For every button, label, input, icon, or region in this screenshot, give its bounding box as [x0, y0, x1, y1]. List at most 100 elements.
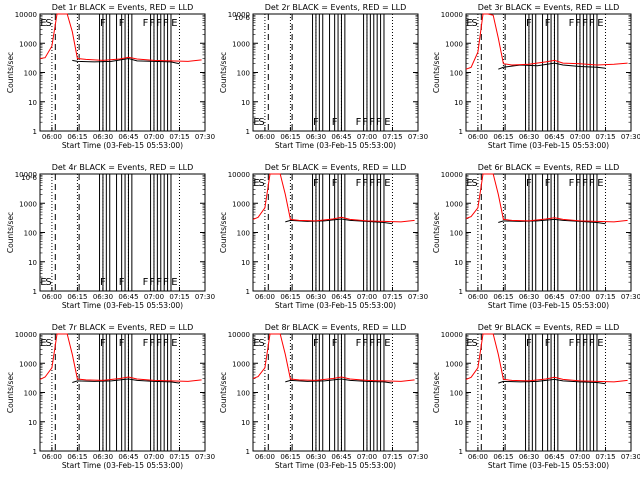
y-tick-label: 100: [450, 390, 463, 398]
x-tick-label: 06:45: [118, 453, 138, 461]
x-tick-label: 06:15: [280, 453, 300, 461]
x-tick-label: 06:15: [493, 293, 513, 301]
marker-label: F: [100, 338, 106, 349]
marker-label: F: [526, 338, 532, 349]
x-tick-label: 06:15: [493, 453, 513, 461]
y-tick-label: 1000: [445, 360, 463, 368]
x-tick-label: 07:15: [169, 293, 189, 301]
plot-frame: [465, 333, 632, 452]
panel-title: Det 2r BLACK = Events, RED = LLD: [265, 3, 407, 12]
y-axis-label: Counts/sec: [219, 52, 228, 93]
x-axis-label: Start Time (03-Feb-15 05:53:00): [488, 301, 609, 310]
marker-label: F: [582, 338, 588, 349]
y-tick-label: 100: [24, 390, 37, 398]
y-tick-label: 10: [28, 99, 37, 107]
y-axis-label: Counts/sec: [219, 212, 228, 253]
y-tick-label: 10: [454, 99, 463, 107]
marker-label: F: [313, 338, 319, 349]
x-tick-label: 06:30: [306, 453, 326, 461]
marker-label: F: [143, 18, 149, 29]
x-tick-label: 07:00: [144, 293, 164, 301]
x-tick-label: 07:30: [408, 133, 428, 141]
marker-label: E: [40, 18, 46, 29]
x-tick-label: 06:45: [544, 453, 564, 461]
marker-label: E: [466, 338, 472, 349]
marker-label: F: [143, 338, 149, 349]
plot-frame: [465, 13, 632, 132]
marker-label: F: [545, 18, 551, 29]
marker-label: F: [356, 117, 362, 128]
series-lld-line: [252, 333, 415, 382]
x-tick-label: 06:00: [255, 133, 275, 141]
plot-frame: [252, 173, 419, 292]
marker-label: F: [575, 338, 581, 349]
y-tick-label: 10000: [228, 331, 250, 339]
x-axis-label: Start Time (03-Feb-15 05:53:00): [62, 141, 183, 150]
x-tick-label: 06:15: [493, 133, 513, 141]
panel-det8: Det 8r BLACK = Events, RED = LLD 1 10 100 10…: [219, 323, 428, 470]
x-tick-label: 06:30: [519, 293, 539, 301]
marker-label: F: [163, 18, 169, 29]
x-tick-label: 07:15: [169, 133, 189, 141]
marker-label: F: [526, 178, 532, 189]
series-events-line: [498, 218, 606, 225]
y-axis-label: Counts/sec: [219, 372, 228, 413]
x-tick-label: 07:15: [382, 293, 402, 301]
y-tick-label: 10000: [15, 11, 37, 19]
marker-label: E: [253, 338, 259, 349]
x-tick-label: 07:00: [570, 293, 590, 301]
x-tick-label: 06:15: [280, 133, 300, 141]
x-axis-label: Start Time (03-Feb-15 05:53:00): [488, 461, 609, 470]
y-tick-label: 10: [454, 259, 463, 267]
x-tick-label: 07:30: [408, 293, 428, 301]
y-tick-label: 10000: [15, 331, 37, 339]
marker-label: E: [253, 178, 259, 189]
marker-label: F: [119, 18, 125, 29]
marker-label: S: [258, 338, 264, 349]
marker-label: E: [466, 18, 472, 29]
y-tick-label: 100: [24, 70, 37, 78]
panel-det5: Det 5r BLACK = Events, RED = LLD 1 10 100 10…: [219, 163, 428, 310]
panel-det1: Det 1r BLACK = Events, RED = LLD 1 10 100 10…: [6, 3, 215, 150]
y-tick-label: 100: [237, 70, 250, 78]
x-tick-label: 07:15: [595, 133, 615, 141]
series-lld-line: [465, 333, 628, 383]
marker-label: F: [119, 277, 125, 288]
series-lld-line: [252, 173, 415, 223]
y-tick-label: 1000: [19, 360, 37, 368]
marker-label: E: [384, 338, 390, 349]
marker-label: F: [332, 117, 338, 128]
y-axis-label: Counts/sec: [6, 372, 15, 413]
x-axis-label: Start Time (03-Feb-15 05:53:00): [275, 301, 396, 310]
y-tick-label: 1000: [445, 40, 463, 48]
x-tick-label: 07:15: [595, 453, 615, 461]
panel-title: Det 6r BLACK = Events, RED = LLD: [478, 163, 620, 172]
series-events-line: [72, 57, 180, 65]
x-tick-label: 07:30: [195, 453, 215, 461]
y-tick-label: 10: [28, 419, 37, 427]
plot-frame: [252, 333, 419, 452]
marker-label: F: [156, 18, 162, 29]
y-tick-label: 10: [241, 99, 250, 107]
x-tick-label: 06:00: [255, 293, 275, 301]
x-tick-label: 06:30: [306, 293, 326, 301]
marker-label: F: [545, 178, 551, 189]
y-tick-label: 100: [450, 230, 463, 238]
y-tick-label: 10000: [228, 11, 250, 19]
x-tick-label: 07:00: [570, 133, 590, 141]
panel-det9: Det 9r BLACK = Events, RED = LLD 1 10 100 10…: [432, 323, 640, 470]
marker-label: E: [466, 178, 472, 189]
series-events-line: [72, 378, 180, 384]
y-tick-label: 100: [237, 230, 250, 238]
x-axis-label: Start Time (03-Feb-15 05:53:00): [275, 141, 396, 150]
series-lld-line: [39, 13, 202, 62]
y-axis-label: Counts/sec: [432, 372, 441, 413]
x-tick-label: 06:00: [468, 133, 488, 141]
marker-label: F: [119, 338, 125, 349]
marker-label: S: [471, 178, 477, 189]
marker-label: S: [471, 338, 477, 349]
marker-label: E: [384, 117, 390, 128]
y-axis-label: Counts/sec: [6, 212, 15, 253]
marker-label: S: [258, 117, 264, 128]
